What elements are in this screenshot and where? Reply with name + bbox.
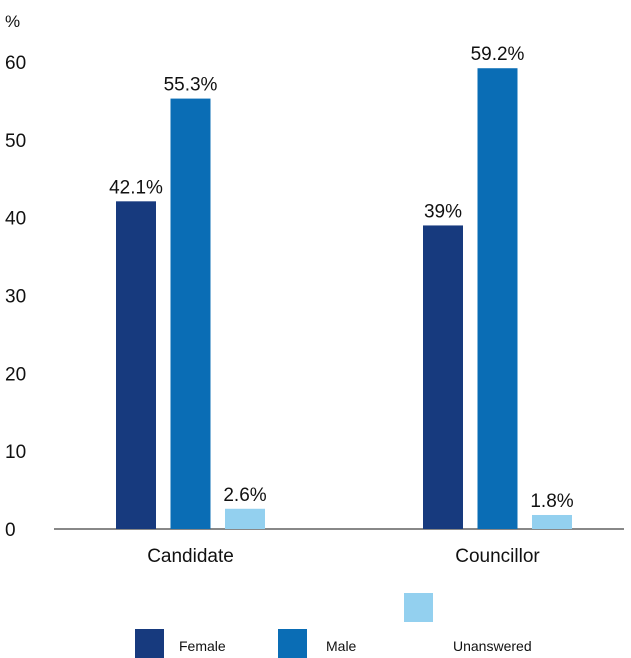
y-tick-label: 20	[5, 364, 26, 385]
bar-female-councillor	[423, 225, 463, 529]
y-tick-label: 0	[5, 520, 16, 541]
y-axis: 0 10 20 30 40 50 60	[5, 53, 26, 541]
x-category-label: Candidate	[147, 546, 234, 567]
legend-label-female: Female	[179, 638, 226, 654]
data-label-background	[105, 174, 167, 199]
data-label-background	[220, 481, 270, 506]
y-tick-label: 40	[5, 209, 26, 230]
y-tick-label: 10	[5, 442, 26, 463]
data-label: 42.1%	[109, 177, 163, 198]
bar-unanswered-councillor	[532, 514, 572, 529]
data-label: 2.6%	[223, 485, 266, 506]
y-tick-label: 50	[5, 131, 26, 152]
legend-swatch-male	[278, 629, 307, 658]
bar-female-candidate	[116, 201, 156, 530]
data-label: 55.3%	[164, 75, 218, 96]
bar-male-councillor	[477, 68, 518, 529]
legend-swatch-female	[135, 629, 164, 658]
data-label: 39%	[424, 201, 462, 222]
y-unit-label: %	[5, 12, 20, 31]
data-label-background	[527, 487, 577, 512]
data-labels-group: 42.1% 39% 55.3% 59.2% 2.6% 1.8%	[105, 41, 577, 512]
legend-label-unanswered: Unanswered	[453, 638, 532, 654]
x-axis: Candidate Councillor	[147, 546, 540, 567]
y-tick-label: 60	[5, 53, 26, 74]
bar-male-candidate	[170, 98, 211, 529]
bars-group	[116, 68, 572, 530]
data-label-background	[467, 41, 528, 66]
x-category-label: Councillor	[455, 546, 540, 567]
bar-unanswered-candidate	[225, 508, 265, 529]
legend: Female Male Unanswered	[135, 593, 532, 658]
data-label-background	[423, 198, 463, 223]
data-label: 1.8%	[530, 491, 573, 512]
data-label-background	[160, 71, 221, 96]
legend-swatch-unanswered	[404, 593, 433, 622]
data-label: 59.2%	[471, 44, 525, 65]
y-tick-label: 30	[5, 287, 26, 308]
legend-label-male: Male	[326, 638, 357, 654]
